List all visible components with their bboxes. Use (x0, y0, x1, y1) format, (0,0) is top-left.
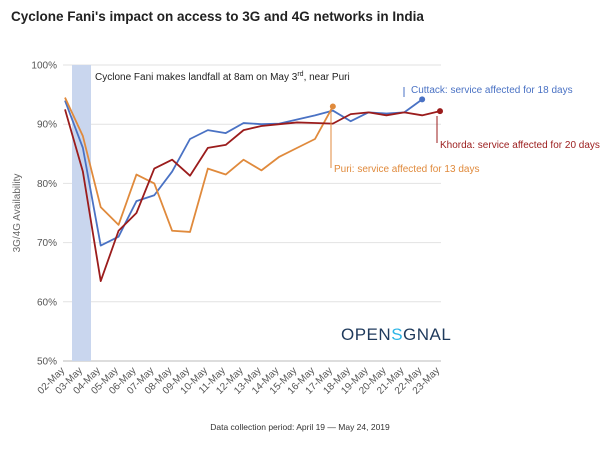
y-tick-label: 70% (37, 238, 57, 249)
chart-title: Cyclone Fani's impact on access to 3G an… (11, 9, 424, 24)
series-end-point-cuttack (419, 96, 426, 103)
series-line-khorda (64, 109, 441, 282)
opensignal-logo: OPENSGNAL (341, 325, 451, 344)
landfall-band (72, 65, 91, 361)
series-end-point-khorda (437, 108, 443, 115)
annotation-puri: Puri: service affected for 13 days (334, 164, 479, 175)
annotation-landfall: Cyclone Fani makes landfall at 8am on Ma… (95, 71, 350, 83)
y-axis-label: 3G/4G Availability (12, 174, 23, 253)
series-group (64, 87, 443, 282)
footnote: Data collection period: April 19 — May 2… (210, 422, 390, 432)
series-line-puri (64, 97, 334, 233)
logo-text: OPENSGNAL (341, 325, 451, 344)
y-tick-label: 100% (31, 61, 57, 72)
series-end-point-puri (329, 103, 336, 110)
y-tick-label: 80% (37, 179, 57, 190)
annotation-cuttack: Cuttack: service affected for 18 days (411, 85, 573, 96)
grid (63, 64, 441, 362)
x-axis: 02-May03-May04-May05-May06-May07-May08-M… (36, 365, 442, 396)
y-axis: 50% 60% 70% 80% 90% 100% (31, 61, 57, 368)
annotation-khorda: Khorda: service affected for 20 days (440, 140, 600, 151)
y-tick-label: 50% (37, 357, 57, 368)
y-tick-label: 60% (37, 297, 57, 308)
y-tick-label: 90% (37, 120, 57, 131)
